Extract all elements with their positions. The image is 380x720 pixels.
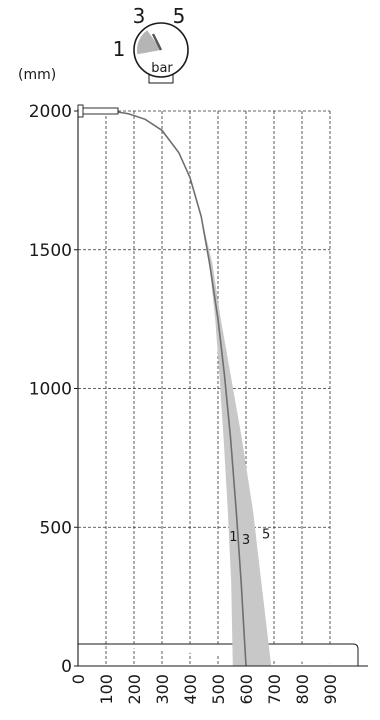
- nozzle-pipe: [81, 107, 119, 115]
- x-tick-label: 900: [321, 674, 340, 705]
- x-tick-label: 600: [237, 674, 256, 705]
- x-tick-label: 300: [153, 674, 172, 705]
- gauge-needle: [151, 33, 163, 51]
- x-tick-label: 800: [293, 674, 312, 705]
- base-platform-outline: [78, 643, 359, 666]
- x-tick-label: 700: [265, 674, 284, 705]
- y-tick-label: 1000: [29, 380, 72, 400]
- x-tick-label: 200: [125, 674, 144, 705]
- x-tick-label: 500: [209, 674, 228, 705]
- y-unit-label: (mm): [18, 67, 56, 83]
- curve-label: 3: [242, 533, 250, 548]
- y-tick-label: 1500: [29, 241, 72, 261]
- gauge-scale-label: 3: [133, 4, 146, 28]
- nozzle: [77, 104, 119, 118]
- curve-label: 5: [262, 527, 270, 542]
- axes: [74, 109, 368, 667]
- spray-curve-3: [78, 110, 247, 667]
- x-tick-label: 400: [181, 674, 200, 705]
- grid-layer: [78, 110, 331, 666]
- x-tick-label: 0: [69, 674, 88, 684]
- labels: 0 500 1000 1500 2000 (mm) 0 100 200 300 400 500 600 7…: [18, 67, 340, 705]
- gauge-range-fill: [137, 30, 161, 55]
- y-tick-label: 500: [40, 518, 72, 538]
- gauge-unit: bar: [151, 61, 173, 76]
- spray-curves: [78, 110, 247, 667]
- nozzle-cap: [77, 104, 84, 118]
- gauge-scale-label: 5: [173, 4, 186, 28]
- gauge-scale-label: 1: [113, 37, 126, 61]
- pressure-gauge: bar 13 5: [113, 4, 189, 84]
- spray-band-area: [78, 111, 272, 666]
- spray-band: [78, 111, 272, 666]
- x-tick-label: 100: [97, 674, 116, 705]
- y-tick-label: 2000: [29, 102, 72, 122]
- curve-label: 1: [229, 530, 237, 545]
- y-tick-label: 0: [61, 657, 72, 677]
- base-platform: [78, 643, 359, 666]
